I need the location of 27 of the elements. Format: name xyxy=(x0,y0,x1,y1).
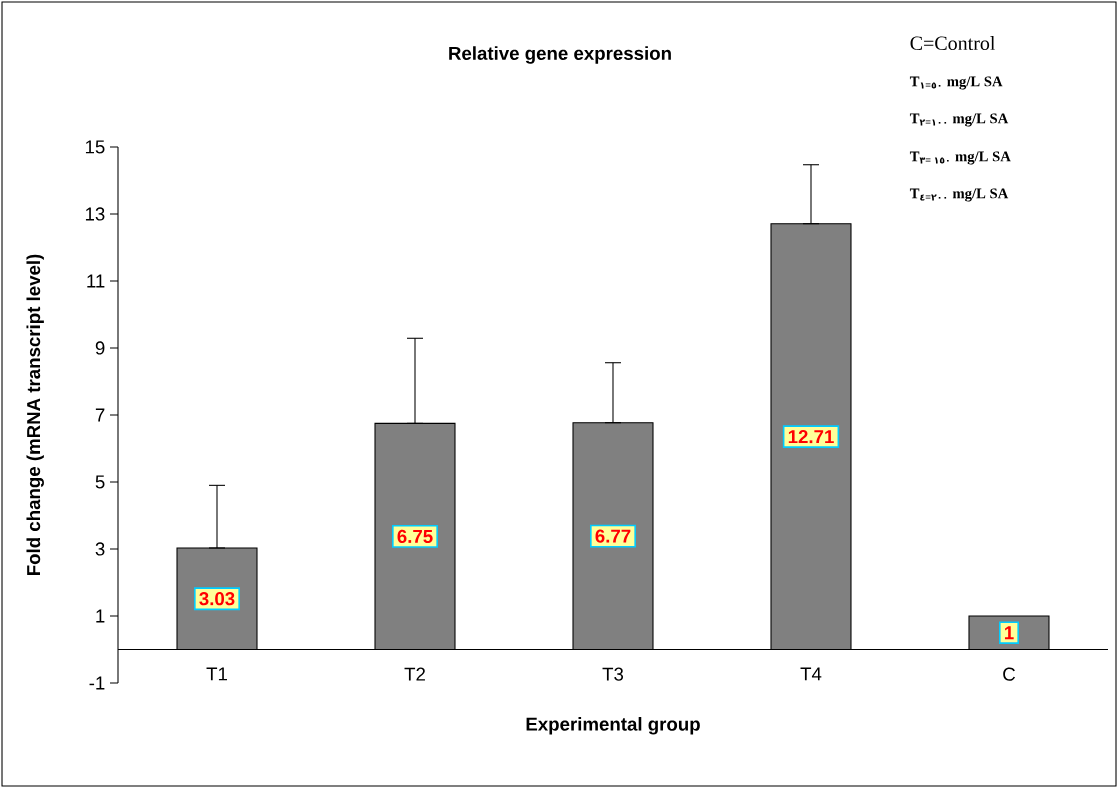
data-label: 1 xyxy=(1004,626,1014,640)
x-tick-label: T4 xyxy=(800,667,822,681)
text: C=Control xyxy=(910,35,996,51)
y-tick-label: 15 xyxy=(85,140,105,154)
y-tick-label: -1 xyxy=(89,676,105,690)
data-label: 6.75 xyxy=(397,529,433,544)
chart-title: Relative gene expression xyxy=(449,46,671,64)
text: T$_{٢=١٠٠}$ mg/L SA xyxy=(909,113,1009,127)
data-label: 3.03 xyxy=(199,592,235,606)
y-tick-label: 7 xyxy=(95,408,105,422)
y-tick-label: 1 xyxy=(96,609,105,623)
x-tick-label: T1 xyxy=(206,667,227,681)
y-tick-label: 13 xyxy=(85,207,105,221)
data-label: 12.71 xyxy=(788,430,834,444)
y-axis-title: Fold change (mRNA transcript level) xyxy=(26,254,44,576)
y-tick-label: 5 xyxy=(95,475,105,489)
annotation: T$_{٤=٢٠٠}$ mg/L SA xyxy=(909,188,1009,202)
y-tick-label: 11 xyxy=(87,274,105,288)
x-tick-label: T3 xyxy=(602,667,624,681)
y-tick-label: 3 xyxy=(95,542,105,556)
x-tick-label: T2 xyxy=(404,667,425,681)
annotation: T$_{٣= ١٥٠}$ mg/L SA xyxy=(909,151,1011,165)
x-tick-label: C xyxy=(1003,667,1016,681)
text: T$_{١=٥٠}$ mg/L SA xyxy=(909,76,1003,90)
y-tick-label: 9 xyxy=(95,341,105,355)
data-label: 6.77 xyxy=(595,529,631,543)
x-axis-title: Experimental group xyxy=(526,717,700,735)
